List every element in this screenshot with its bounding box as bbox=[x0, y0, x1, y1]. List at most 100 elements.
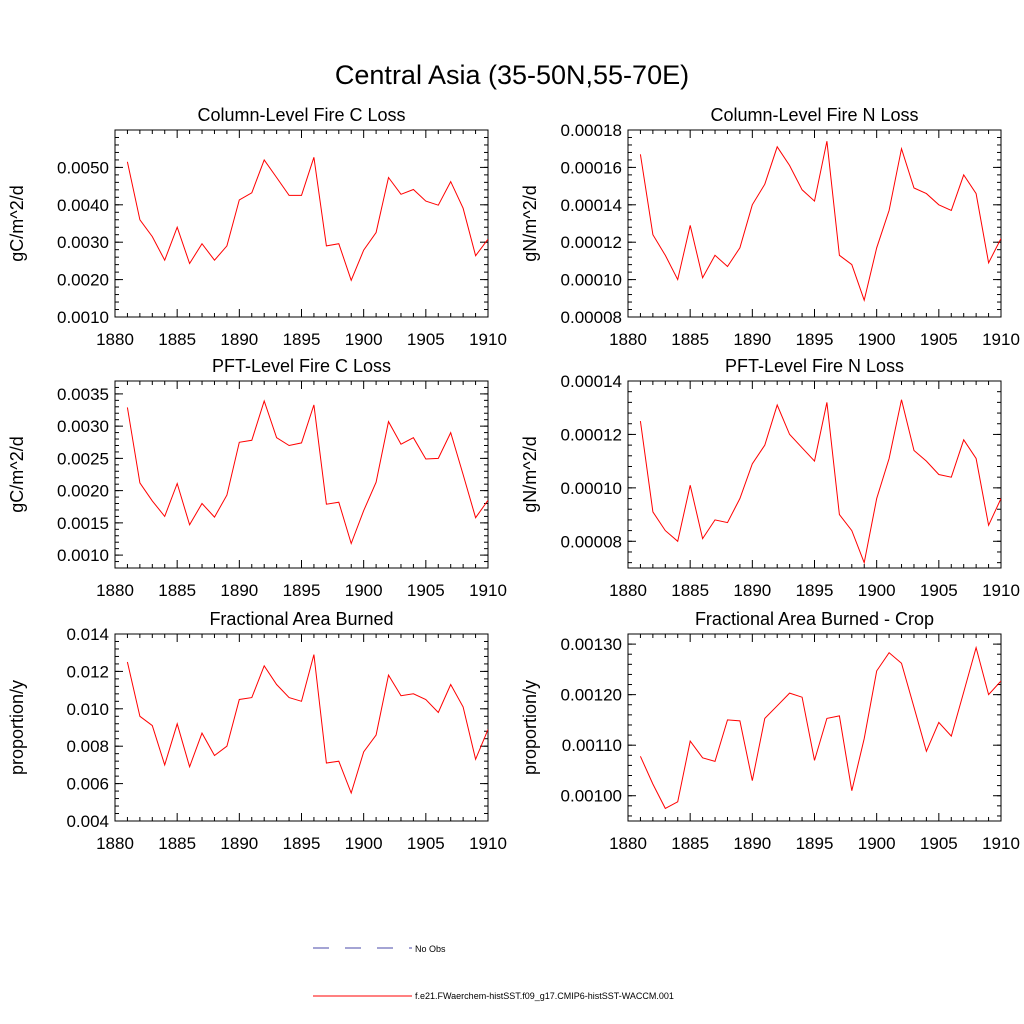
panel-title: Column-Level Fire N Loss bbox=[710, 105, 918, 125]
x-tick-label: 1905 bbox=[920, 834, 958, 853]
x-tick-label: 1900 bbox=[345, 581, 383, 600]
series-line bbox=[639, 645, 1001, 810]
y-tick-label: 0.00010 bbox=[561, 271, 622, 290]
y-tick-label: 0.010 bbox=[66, 700, 109, 719]
x-tick-label: 1900 bbox=[858, 330, 896, 349]
x-tick-label: 1895 bbox=[796, 330, 834, 349]
x-tick-label: 1900 bbox=[858, 581, 896, 600]
plot-frame bbox=[114, 129, 489, 318]
y-tick-label: 0.00016 bbox=[561, 158, 622, 177]
x-tick-label: 1880 bbox=[609, 834, 647, 853]
panel-title: Column-Level Fire C Loss bbox=[197, 105, 405, 125]
y-axis-label: gN/m^2/d bbox=[520, 185, 540, 261]
legend-obs-label: No Obs bbox=[415, 944, 446, 954]
x-tick-label: 1910 bbox=[469, 330, 507, 349]
y-tick-label: 0.00130 bbox=[561, 635, 622, 654]
x-tick-label: 1885 bbox=[158, 330, 196, 349]
x-tick-label: 1885 bbox=[158, 834, 196, 853]
x-tick-label: 1890 bbox=[220, 834, 258, 853]
y-tick-label: 0.008 bbox=[66, 737, 109, 756]
y-tick-label: 0.0035 bbox=[57, 385, 109, 404]
y-tick-label: 0.004 bbox=[66, 812, 109, 831]
y-tick-label: 0.0020 bbox=[57, 482, 109, 501]
panel-title: Fractional Area Burned bbox=[209, 609, 393, 629]
x-tick-label: 1880 bbox=[96, 581, 134, 600]
series-line bbox=[126, 157, 488, 282]
x-tick-label: 1895 bbox=[796, 834, 834, 853]
y-axis-label: gC/m^2/d bbox=[7, 185, 27, 261]
x-tick-label: 1895 bbox=[283, 834, 321, 853]
panel-title: Fractional Area Burned - Crop bbox=[695, 609, 934, 629]
x-tick-label: 1890 bbox=[220, 581, 258, 600]
x-tick-label: 1880 bbox=[609, 581, 647, 600]
y-tick-label: 0.00014 bbox=[561, 196, 622, 215]
y-tick-label: 0.0020 bbox=[57, 271, 109, 290]
y-tick-label: 0.012 bbox=[66, 662, 109, 681]
y-tick-label: 0.00012 bbox=[561, 233, 622, 252]
panel-title: PFT-Level Fire C Loss bbox=[212, 356, 391, 376]
x-tick-label: 1905 bbox=[407, 581, 445, 600]
plot-frame bbox=[114, 380, 489, 569]
y-tick-label: 0.0030 bbox=[57, 233, 109, 252]
y-tick-label: 0.0025 bbox=[57, 449, 109, 468]
plot-frame bbox=[627, 633, 1002, 822]
y-tick-label: 0.00008 bbox=[561, 308, 622, 327]
panels: 1880 1885 1890 1895 1900 1905 1910 0.0010 0.0020… bbox=[7, 105, 1020, 853]
series-line bbox=[126, 399, 488, 546]
y-tick-label: 0.014 bbox=[66, 625, 109, 644]
y-tick-label: 0.0010 bbox=[57, 308, 109, 327]
y-tick-label: 0.0015 bbox=[57, 514, 109, 533]
x-tick-label: 1890 bbox=[220, 330, 258, 349]
y-tick-label: 0.00010 bbox=[561, 479, 622, 498]
x-tick-label: 1905 bbox=[920, 581, 958, 600]
panel-fractional-area-burned-crop: 1880 1885 1890 1895 1900 1905 1910 0.00100 0.001… bbox=[520, 609, 1020, 853]
y-tick-label: 0.0010 bbox=[57, 546, 109, 565]
x-tick-label: 1890 bbox=[733, 834, 771, 853]
y-axis-label: gN/m^2/d bbox=[520, 436, 540, 512]
x-tick-label: 1885 bbox=[671, 330, 709, 349]
x-tick-label: 1890 bbox=[733, 581, 771, 600]
x-tick-label: 1885 bbox=[671, 834, 709, 853]
y-tick-label: 0.00012 bbox=[561, 425, 622, 444]
x-tick-label: 1900 bbox=[345, 330, 383, 349]
y-axis-label: proportion/y bbox=[520, 680, 540, 775]
y-axis-label: gC/m^2/d bbox=[7, 436, 27, 512]
x-tick-label: 1895 bbox=[796, 581, 834, 600]
x-tick-label: 1910 bbox=[982, 834, 1020, 853]
x-tick-label: 1910 bbox=[469, 581, 507, 600]
plot-frame bbox=[627, 380, 1002, 569]
x-tick-label: 1910 bbox=[982, 581, 1020, 600]
y-tick-label: 0.00018 bbox=[561, 121, 622, 140]
panel-column-level-fire-c-loss: 1880 1885 1890 1895 1900 1905 1910 0.0010 0.0020… bbox=[7, 105, 507, 349]
legend: No Obs f.e21.FWaerchem-histSST.f09_g17.C… bbox=[313, 944, 674, 1001]
y-tick-label: 0.00120 bbox=[561, 686, 622, 705]
y-tick-label: 0.00110 bbox=[562, 736, 622, 755]
series-line bbox=[639, 141, 1001, 302]
panel-fractional-area-burned: 1880 1885 1890 1895 1900 1905 1910 0.004 0.006 0.… bbox=[7, 609, 507, 853]
x-tick-label: 1900 bbox=[858, 834, 896, 853]
plot-frame bbox=[627, 129, 1002, 318]
x-tick-label: 1895 bbox=[283, 581, 321, 600]
x-tick-label: 1885 bbox=[671, 581, 709, 600]
y-tick-label: 0.00100 bbox=[561, 787, 622, 806]
y-tick-label: 0.0050 bbox=[57, 158, 109, 177]
x-tick-label: 1885 bbox=[158, 581, 196, 600]
legend-model-label: f.e21.FWaerchem-histSST.f09_g17.CMIP6-hi… bbox=[415, 991, 674, 1001]
x-tick-label: 1910 bbox=[982, 330, 1020, 349]
x-tick-label: 1910 bbox=[469, 834, 507, 853]
figure-title: Central Asia (35-50N,55-70E) bbox=[335, 60, 689, 90]
x-tick-label: 1905 bbox=[407, 834, 445, 853]
x-tick-label: 1890 bbox=[733, 330, 771, 349]
panel-pft-level-fire-c-loss: 1880 1885 1890 1895 1900 1905 1910 0.0010 0.0015… bbox=[7, 356, 507, 600]
y-tick-label: 0.00014 bbox=[561, 372, 622, 391]
x-tick-label: 1880 bbox=[609, 330, 647, 349]
plot-frame bbox=[114, 633, 489, 822]
x-tick-label: 1905 bbox=[920, 330, 958, 349]
x-tick-label: 1880 bbox=[96, 834, 134, 853]
x-tick-label: 1905 bbox=[407, 330, 445, 349]
y-tick-label: 0.0040 bbox=[57, 196, 109, 215]
panel-column-level-fire-n-loss: 1880 1885 1890 1895 1900 1905 1910 0.00008 0.000… bbox=[520, 105, 1020, 349]
y-tick-label: 0.006 bbox=[66, 775, 109, 794]
panel-title: PFT-Level Fire N Loss bbox=[725, 356, 904, 376]
